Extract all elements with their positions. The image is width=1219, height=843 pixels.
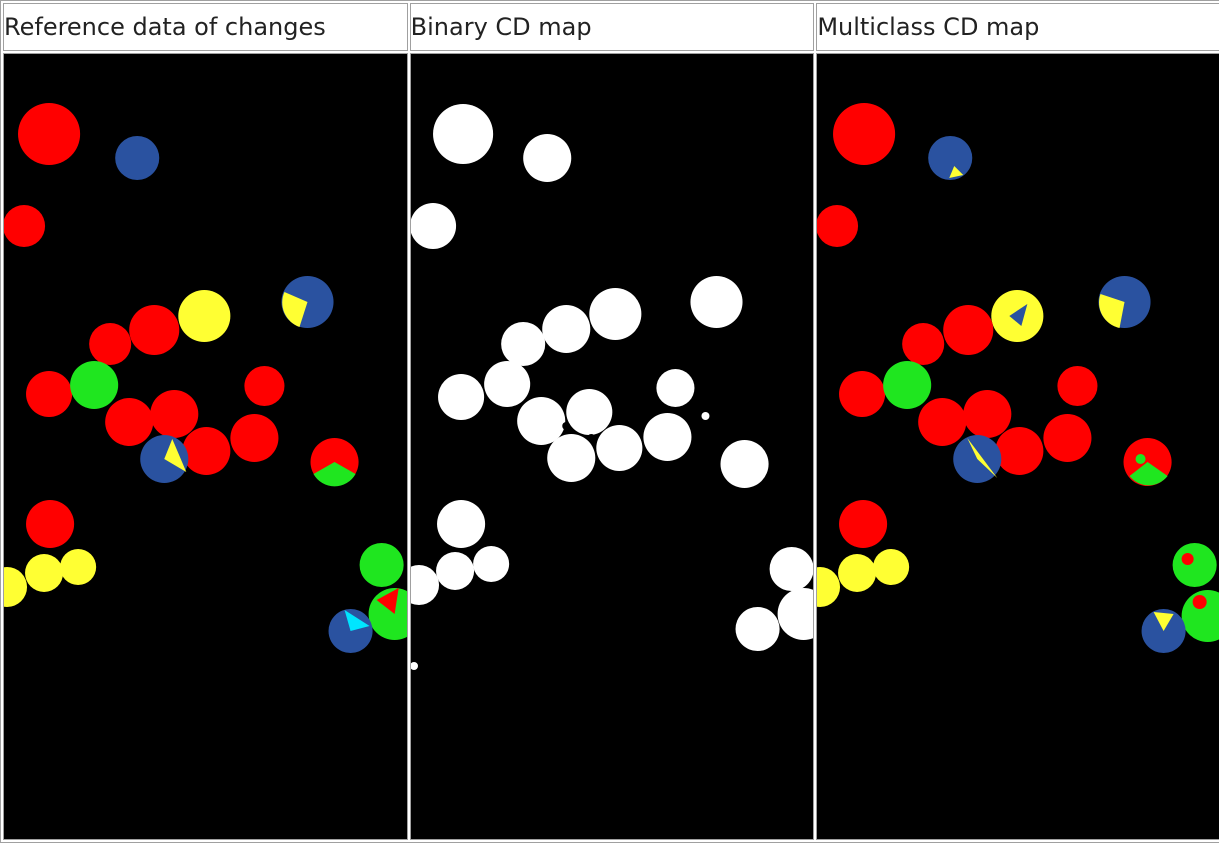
- image-row: [3, 53, 1219, 840]
- header-row: Reference data of changes Binary CD map …: [3, 3, 1219, 51]
- multiclass-change-map-cell: [816, 53, 1219, 840]
- binary-change-map: [410, 104, 814, 670]
- column-header-multiclass: Multiclass CD map: [816, 3, 1219, 51]
- binary-change-map-cell: [409, 53, 815, 840]
- multiclass-change-map: [817, 103, 1219, 653]
- reference-change-map-cell: [3, 53, 408, 840]
- column-header-reference: Reference data of changes: [3, 3, 408, 51]
- column-header-binary: Binary CD map: [409, 3, 815, 51]
- reference-change-map: [4, 103, 407, 653]
